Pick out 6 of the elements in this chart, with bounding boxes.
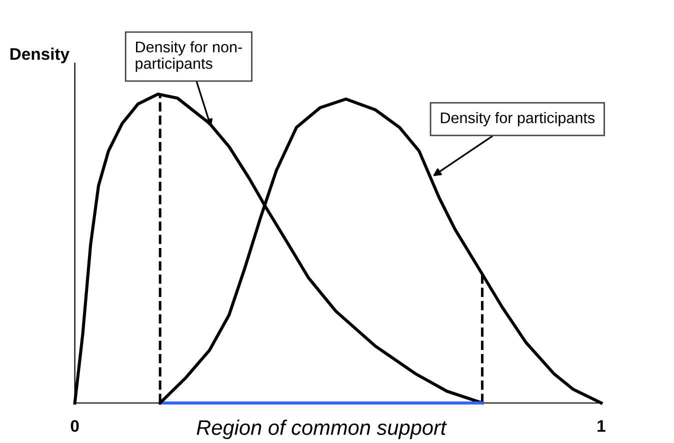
x-tick-label: 1 <box>598 420 606 432</box>
annotation: Region of common support <box>196 420 447 440</box>
y-axis-title: Density <box>10 48 70 64</box>
annotation: Density for non- participants <box>136 41 242 72</box>
x-tick-label: 0 <box>70 420 79 432</box>
annotation: Density for participants <box>440 112 595 126</box>
